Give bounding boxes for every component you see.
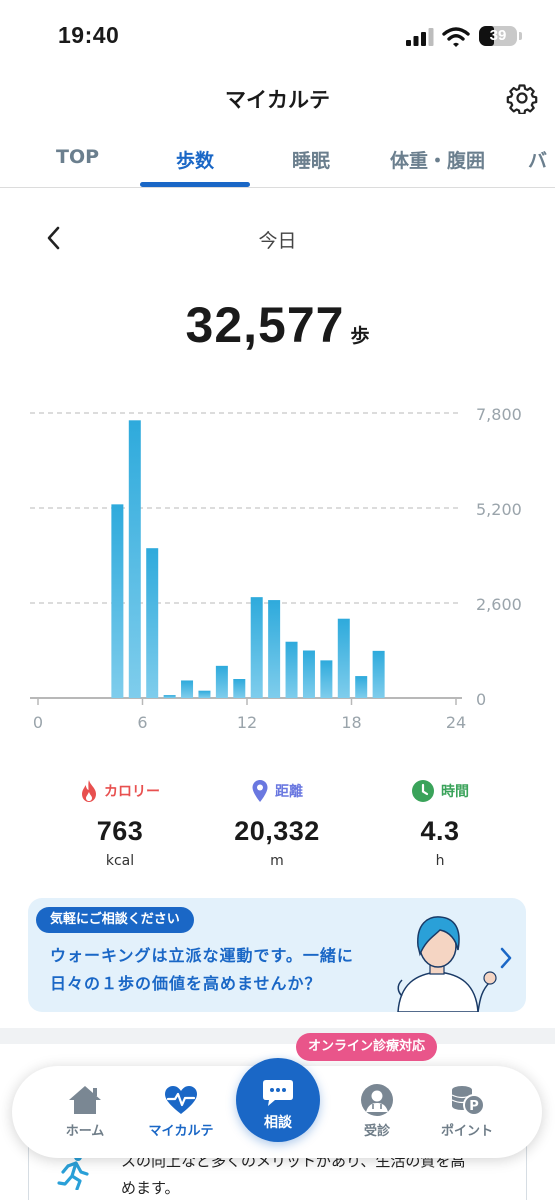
- banner-message: ウォーキングは立派な運動です。一緒に 日々の１歩の価値を高めませんか？: [50, 942, 400, 998]
- bar-hour-6: [146, 548, 159, 698]
- bar-hour-10: [215, 665, 228, 698]
- tab-sleep[interactable]: 睡眠: [292, 150, 331, 172]
- tab-more[interactable]: バ: [528, 150, 548, 172]
- bar-hour-15: [302, 650, 315, 698]
- location-pin-icon: [252, 780, 268, 802]
- flame-icon: [82, 780, 96, 802]
- advisor-illustration: [397, 916, 497, 1012]
- wifi-icon: [442, 27, 470, 47]
- x-tick-label: 18: [341, 713, 361, 732]
- steps-bar-chart: 0 2,600 5,200 7,800 0 6 12 18 24: [30, 405, 522, 732]
- step-unit: 歩: [350, 325, 370, 347]
- x-tick-label: 24: [446, 713, 466, 732]
- heart-pulse-icon: [165, 1086, 197, 1114]
- nav-home[interactable]: ホーム: [40, 1084, 130, 1139]
- chevron-left-icon[interactable]: [42, 224, 66, 252]
- nav-visit[interactable]: 受診: [332, 1084, 422, 1139]
- banner-message-line1: ウォーキングは立派な運動です。一緒に: [50, 946, 354, 965]
- battery-icon: 39: [479, 26, 517, 46]
- metric-calories-value: 763: [96, 816, 144, 846]
- bar-hour-4: [111, 504, 124, 698]
- status-bar: 19:40 39: [0, 0, 555, 70]
- nav-consult-label: 相談: [264, 1115, 292, 1131]
- metric-distance: 距離 20,332 m: [197, 778, 357, 869]
- nav-consult-button[interactable]: 相談: [236, 1058, 320, 1142]
- metric-calories-label: カロリー: [104, 784, 160, 800]
- bar-hour-14: [285, 641, 298, 698]
- x-tick-label: 0: [33, 713, 43, 732]
- tab-active-indicator: [140, 182, 250, 187]
- metric-time-value: 4.3: [420, 816, 460, 846]
- svg-text:P: P: [469, 1099, 479, 1114]
- tab-steps[interactable]: 歩数: [176, 150, 215, 172]
- battery-level: 39: [489, 27, 507, 44]
- metric-distance-value: 20,332: [234, 816, 320, 846]
- consult-banner[interactable]: 気軽にご相談ください ウォーキングは立派な運動です。一緒に 日々の１歩の価値を高…: [28, 898, 526, 1012]
- x-tick-label: 12: [237, 713, 257, 732]
- step-total: 32,577 歩: [0, 296, 555, 354]
- bar-hour-11: [233, 679, 246, 698]
- battery-tip: [519, 32, 522, 40]
- nav-my-chart-label: マイカルテ: [148, 1124, 214, 1139]
- bar-hour-5: [128, 420, 141, 698]
- bar-hour-19: [372, 650, 385, 698]
- bar-hour-12: [250, 597, 263, 698]
- clock-icon: [412, 780, 434, 802]
- home-icon: [69, 1086, 101, 1114]
- chat-bubble-icon: [263, 1080, 293, 1106]
- bar-hour-16: [320, 660, 333, 698]
- banner-message-line2: 日々の１歩の価値を高めませんか？: [50, 974, 322, 993]
- nav-my-chart[interactable]: マイカルテ: [136, 1084, 226, 1139]
- page-title: マイカルテ: [225, 88, 330, 112]
- section-divider: [0, 1028, 555, 1044]
- y-tick-label: 0: [476, 690, 486, 709]
- bar-hour-18: [355, 676, 368, 698]
- metric-time: 時間 4.3 h: [360, 778, 520, 869]
- doctor-icon: [361, 1084, 393, 1116]
- chevron-right-icon: [500, 947, 512, 969]
- tab-top[interactable]: TOP: [56, 146, 100, 168]
- nav-points-label: ポイント: [440, 1124, 493, 1139]
- metric-distance-label: 距離: [275, 784, 303, 800]
- bar-hour-9: [198, 690, 211, 698]
- metric-calories-unit: kcal: [105, 853, 135, 869]
- walking-info-line2: めます。: [121, 1179, 180, 1197]
- status-time: 19:40: [58, 22, 120, 48]
- metric-distance-unit: m: [270, 853, 284, 869]
- nav-points[interactable]: P ポイント: [422, 1084, 512, 1139]
- metric-calories: カロリー 763 kcal: [40, 778, 200, 869]
- cellular-signal-icon: [406, 28, 434, 46]
- x-tick-label: 6: [137, 713, 147, 732]
- metric-time-label: 時間: [441, 784, 469, 800]
- bar-hour-8: [181, 680, 194, 698]
- date-label: 今日: [258, 230, 297, 252]
- nav-home-label: ホーム: [65, 1124, 105, 1139]
- y-tick-label: 5,200: [476, 500, 522, 519]
- bar-hour-7: [163, 695, 176, 698]
- nav-visit-label: 受診: [363, 1124, 390, 1139]
- y-tick-label: 2,600: [476, 595, 522, 614]
- tab-bar: TOP 歩数 睡眠 体重・腹囲 バ: [0, 130, 555, 188]
- coin-points-icon: P: [451, 1086, 485, 1116]
- gear-icon[interactable]: [506, 82, 538, 114]
- metric-time-unit: h: [435, 853, 445, 869]
- banner-badge: 気軽にご相談ください: [36, 907, 194, 933]
- tab-weight-waist[interactable]: 体重・腹囲: [390, 150, 486, 172]
- y-tick-label: 7,800: [476, 405, 522, 424]
- step-count: 32,577: [185, 297, 345, 353]
- bar-hour-13: [268, 600, 281, 698]
- online-consult-badge: オンライン診療対応: [296, 1033, 438, 1061]
- bar-hour-17: [337, 618, 350, 698]
